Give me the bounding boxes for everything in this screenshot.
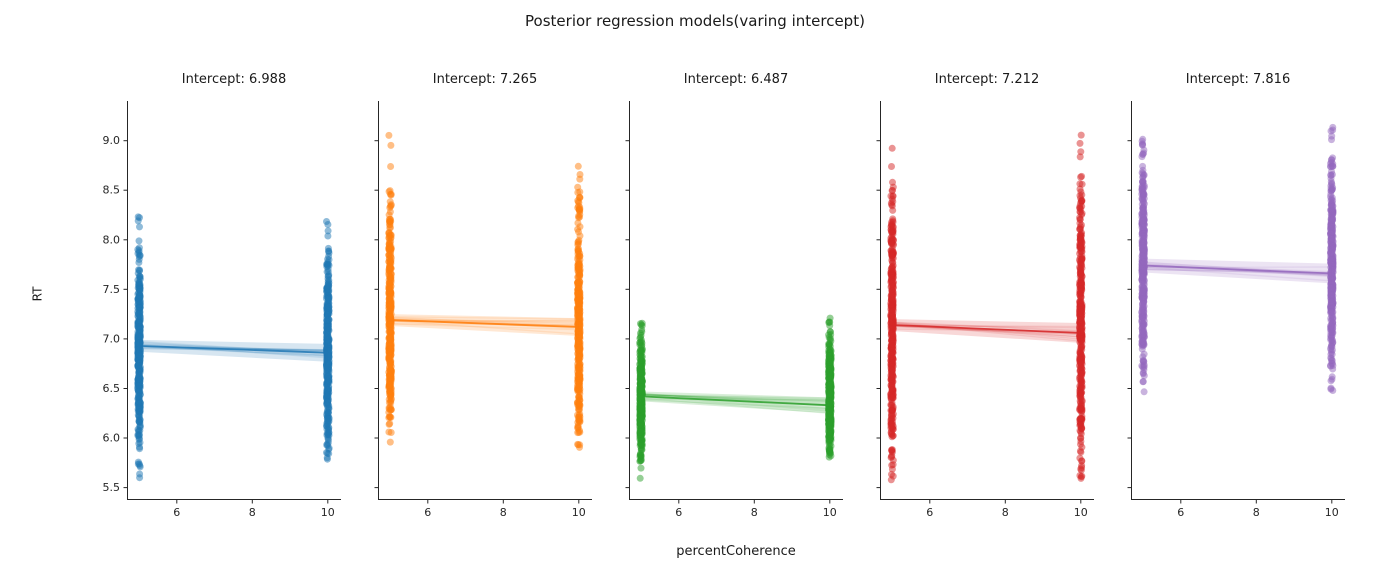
x-tick-label: 10 [1325, 506, 1339, 519]
y-tick-label: 5.5 [103, 481, 121, 494]
x-tick-label: 6 [675, 506, 682, 519]
x-ticks: 6 8 10 [1177, 500, 1339, 519]
y-ticks [1127, 140, 1131, 489]
x-tick-label: 10 [572, 506, 586, 519]
y-ticks [876, 140, 880, 489]
regression-line [1143, 264, 1332, 275]
x-ticks: 6 8 10 [926, 500, 1088, 519]
regression-line [390, 319, 579, 328]
y-tick-label: 8.0 [103, 233, 121, 246]
scatter-strip-x5 [134, 213, 144, 482]
y-tick-label: 6.5 [103, 382, 121, 395]
confidence-band [139, 339, 328, 362]
x-tick-label: 10 [321, 506, 335, 519]
scatter-strip-x5 [1138, 135, 1148, 396]
scatter-strip-x10 [574, 162, 584, 451]
x-tick-label: 6 [173, 506, 180, 519]
x-axis-label: percentCoherence [676, 544, 796, 559]
figure-title: Posterior regression models(varing inter… [525, 12, 865, 30]
x-ticks: 6 8 10 [424, 500, 586, 519]
y-tick-label: 9.0 [103, 134, 121, 147]
regression-line [139, 344, 328, 354]
facet-plot-0: 5.5 6.0 6.5 7.0 7.5 8.0 8.5 9.0 6 8 10 [103, 101, 341, 519]
facet-plot-4: 6 8 10 [1127, 101, 1345, 519]
scatter-strip-x5 [385, 131, 395, 446]
scatter-strip-x10 [1327, 123, 1337, 394]
x-tick-label: 8 [500, 506, 507, 519]
y-axis-label: RT [30, 286, 45, 302]
x-tick-label: 6 [424, 506, 431, 519]
confidence-band [641, 391, 830, 414]
facet-title-0: Intercept: 6.988 [181, 72, 287, 87]
confidence-band [390, 314, 579, 336]
x-tick-label: 8 [1253, 506, 1260, 519]
x-tick-label: 8 [751, 506, 758, 519]
x-tick-label: 10 [1074, 506, 1088, 519]
y-tick-label: 7.5 [103, 283, 121, 296]
y-ticks [374, 140, 378, 489]
scatter-strip-x10 [1076, 131, 1086, 482]
x-tick-label: 8 [1002, 506, 1009, 519]
y-ticks [625, 140, 629, 489]
y-tick-label: 8.5 [103, 184, 121, 197]
y-ticks: 5.5 6.0 6.5 7.0 7.5 8.0 8.5 9.0 [103, 134, 127, 494]
x-tick-label: 6 [1177, 506, 1184, 519]
facet-title-3: Intercept: 7.212 [934, 72, 1040, 87]
regression-line [892, 324, 1081, 334]
facet-plot-1: 6 8 10 [374, 101, 592, 519]
confidence-band [1143, 258, 1332, 284]
confidence-band [892, 319, 1081, 343]
scatter-strip-x10 [825, 314, 835, 461]
facet-title-2: Intercept: 6.487 [683, 72, 789, 87]
scatter-strip-x10 [323, 218, 333, 463]
x-ticks: 6 8 10 [675, 500, 837, 519]
facet-title-1: Intercept: 7.265 [432, 72, 538, 87]
facet-plot-3: 6 8 10 [876, 101, 1094, 519]
x-ticks: 6 8 10 [173, 500, 335, 519]
facet-title-4: Intercept: 7.816 [1185, 72, 1291, 87]
y-tick-label: 7.0 [103, 332, 121, 345]
facet-plot-2: 6 8 10 [625, 101, 843, 519]
x-tick-label: 10 [823, 506, 837, 519]
x-tick-label: 8 [249, 506, 256, 519]
x-tick-label: 6 [926, 506, 933, 519]
regression-line [641, 395, 830, 407]
y-tick-label: 6.0 [103, 432, 121, 445]
scatter-strip-x5 [887, 144, 897, 484]
